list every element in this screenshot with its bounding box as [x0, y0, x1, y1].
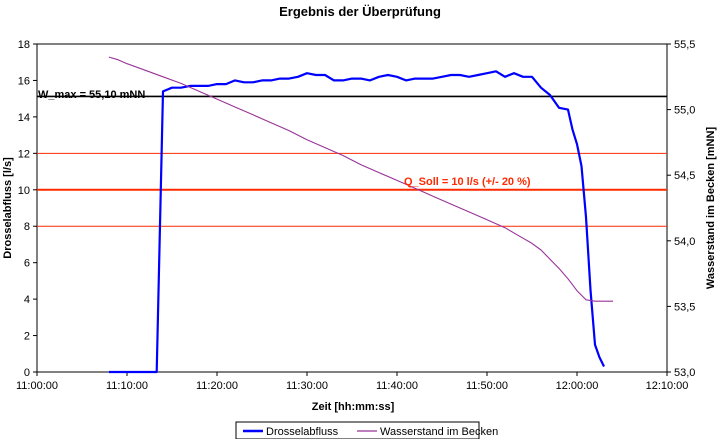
- plot-border: [36, 43, 668, 373]
- x-axis-title: Zeit [hh:mm:ss]: [312, 401, 395, 413]
- series-line-drosselabfluss: [109, 70, 605, 374]
- y-axis-left: 0 2 4 6 8 10 12 14 16 18: [18, 39, 37, 379]
- x-axis: 11:00:00 11:10:00 11:20:00 11:30:00 11:40:00…: [16, 372, 688, 392]
- reference-lines: [37, 95, 667, 227]
- legend: Drosselabfluss Wasserstand im Becken: [235, 421, 498, 439]
- y-left-tick-label: 18: [18, 39, 30, 51]
- x-tick-label: 11:50:00: [466, 380, 508, 392]
- y-left-tick-label: 14: [18, 112, 30, 124]
- series-layer: [108, 56, 613, 374]
- y-left-tick-label: 0: [24, 367, 30, 379]
- y-right-tick-label: 54,5: [674, 170, 695, 182]
- y-axis-left-title: Drosselabfluss [l/s]: [2, 157, 14, 259]
- x-tick-label: 12:10:00: [646, 380, 689, 392]
- y-right-tick-label: 53,5: [674, 301, 695, 313]
- x-tick-label: 11:00:00: [16, 380, 58, 392]
- x-tick-label: 11:20:00: [196, 380, 238, 392]
- y-right-tick-label: 54,0: [674, 236, 695, 248]
- series-line-wasserstand-im-becken: [108, 56, 613, 302]
- chart-title: Ergebnis der Überprüfung: [279, 4, 441, 19]
- y-right-tick-label: 55,5: [674, 39, 695, 51]
- y-left-tick-label: 4: [24, 294, 30, 306]
- y-left-tick-label: 6: [24, 258, 30, 270]
- y-left-tick-label: 8: [24, 221, 30, 233]
- plot-area: [36, 43, 668, 373]
- y-left-tick-label: 16: [18, 75, 30, 87]
- x-tick-label: 11:10:00: [106, 380, 148, 392]
- y-axis-right: 53,0 53,5 54,0 54,5 55,0 55,5: [667, 39, 695, 379]
- y-right-tick-label: 55,0: [674, 105, 695, 117]
- y-left-tick-label: 12: [18, 148, 30, 160]
- legend-label-drosselabfluss: Drosselabfluss: [266, 426, 339, 438]
- w-max-label: W_max = 55,10 mNN: [38, 89, 145, 101]
- x-tick-label: 11:40:00: [376, 380, 418, 392]
- x-tick-label: 12:00:00: [556, 380, 599, 392]
- y-axis-right-title: Wasserstand im Becken [mNN]: [705, 127, 717, 290]
- y-left-tick-label: 2: [24, 331, 30, 343]
- y-left-tick-label: 10: [18, 185, 30, 197]
- legend-label-wasserstand: Wasserstand im Becken: [380, 426, 498, 438]
- q-soll-label: Q_Soll = 10 l/s (+/- 20 %): [404, 176, 531, 188]
- x-tick-label: 11:30:00: [286, 380, 328, 392]
- y-right-tick-label: 53,0: [674, 367, 695, 379]
